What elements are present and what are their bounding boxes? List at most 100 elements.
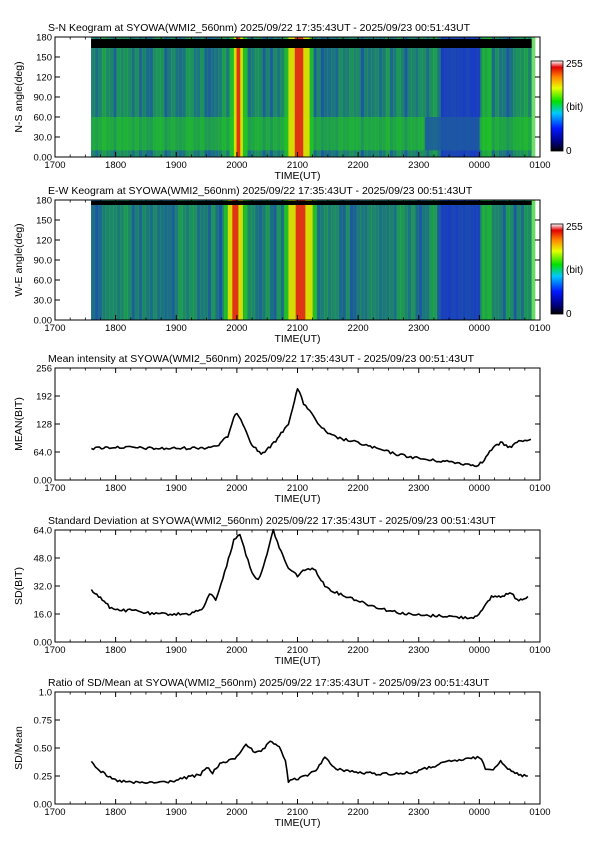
colorbar: 255 (bit) 0 [550, 222, 583, 320]
x-tick-label: 2000 [226, 807, 247, 818]
x-tick-label: 1900 [166, 807, 187, 818]
axis-frame [54, 529, 541, 643]
keogram-image [91, 37, 536, 157]
y-tick-label: 60.0 [34, 113, 53, 124]
x-axis: 1700 1800 1900 2000 2100 2200 2300 0000 0100 [44, 530, 551, 656]
axis-frame [54, 691, 541, 805]
x-tick-label: 2000 [226, 645, 247, 656]
x-axis-label: TIME(UT) [274, 333, 320, 345]
y-tick-label: 0.00 [34, 800, 53, 811]
x-tick-label: 1900 [166, 483, 187, 494]
x-tick-label: 0100 [529, 160, 550, 171]
no-data-strip [91, 201, 532, 205]
panel-title: Ratio of SD/Mean at SYOWA(WMI2_560nm) 20… [48, 677, 490, 689]
x-tick-label: 2000 [226, 323, 247, 334]
y-tick-label: 180 [36, 33, 52, 44]
y-tick-label: 192 [36, 392, 52, 403]
x-tick-label: 1700 [44, 645, 65, 656]
bright-aurora-band [223, 200, 247, 320]
y-tick-label: 256 [36, 364, 52, 375]
x-tick-label: 0100 [529, 323, 550, 334]
x-tick-label: 2100 [287, 645, 308, 656]
y-axis-label: MEAN(BIT) [13, 397, 25, 451]
y-tick-label: 30.0 [34, 296, 53, 307]
y-tick-label: 180 [36, 196, 52, 207]
x-tick-label: 2200 [348, 160, 369, 171]
panel-title: S-N Keogram at SYOWA(WMI2_560nm) 2025/09… [48, 22, 471, 34]
y-tick-label: 64.0 [34, 448, 53, 459]
x-tick-label: 0000 [469, 483, 490, 494]
no-data-strip [91, 39, 532, 48]
colorbar-min-label: 0 [566, 146, 572, 157]
x-tick-label: 2000 [226, 483, 247, 494]
y-tick-label: 90.0 [34, 256, 53, 267]
x-tick-label: 2000 [226, 160, 247, 171]
colorbar-gradient [550, 60, 564, 152]
y-tick-label: 0.25 [34, 772, 53, 783]
y-axis-label: W-E angle(deg) [13, 223, 25, 296]
y-axis-label: N-S angle(deg) [13, 61, 25, 132]
y-tick-label: 150 [36, 53, 52, 64]
y-tick-label: 1.0 [39, 688, 52, 699]
x-tick-label: 2200 [348, 807, 369, 818]
x-tick-label: 1800 [105, 807, 126, 818]
x-tick-label: 1800 [105, 160, 126, 171]
x-tick-label: 2200 [348, 645, 369, 656]
x-axis-label: TIME(UT) [274, 170, 320, 182]
y-axis-label: SD/Mean [13, 726, 25, 770]
x-tick-label: 2100 [287, 160, 308, 171]
y-tick-label: 150 [36, 216, 52, 227]
panel-title: Mean intensity at SYOWA(WMI2_560nm) 2025… [48, 353, 475, 365]
x-axis-label: TIME(UT) [274, 817, 320, 829]
y-tick-label: 0.00 [34, 316, 53, 327]
x-axis: 1700 1800 1900 2000 2100 2200 2300 0000 0100 [44, 37, 551, 171]
y-tick-label: 60.0 [34, 276, 53, 287]
panel-title: Standard Deviation at SYOWA(WMI2_560nm) … [48, 515, 496, 527]
panel-5: Ratio of SD/Mean at SYOWA(WMI2_560nm) 20… [13, 677, 551, 829]
x-tick-label: 1900 [166, 323, 187, 334]
x-tick-label: 1800 [105, 645, 126, 656]
x-tick-label: 2300 [408, 160, 429, 171]
x-tick-label: 0000 [469, 323, 490, 334]
x-tick-label: 1700 [44, 483, 65, 494]
colorbar-unit: (bit) [566, 102, 583, 113]
colorbar-unit: (bit) [566, 265, 583, 276]
x-tick-label: 0100 [529, 483, 550, 494]
y-axis: 0.00 30.0 60.0 90.0 120 150 180 [34, 196, 540, 327]
y-tick-label: 0.00 [34, 153, 53, 164]
colorbar-gradient [550, 223, 564, 315]
panel-4: Standard Deviation at SYOWA(WMI2_560nm) … [13, 515, 551, 667]
y-tick-label: 128 [36, 420, 52, 431]
y-tick-label: 32.0 [34, 582, 53, 593]
x-axis-label: TIME(UT) [274, 655, 320, 667]
colorbar: 255 (bit) 0 [550, 59, 583, 157]
colorbar-min-label: 0 [566, 309, 572, 320]
y-axis: 0.00 16.0 32.0 48.0 64.0 [34, 526, 540, 649]
x-tick-label: 1700 [44, 807, 65, 818]
x-tick-label: 0100 [529, 645, 550, 656]
bright-aurora-band [284, 37, 314, 157]
y-tick-label: 0.75 [34, 716, 53, 727]
x-tick-label: 2200 [348, 323, 369, 334]
x-tick-label: 2100 [287, 323, 308, 334]
y-tick-label: 0.00 [34, 476, 53, 487]
x-tick-label: 2100 [287, 807, 308, 818]
y-tick-label: 120 [36, 236, 52, 247]
x-tick-label: 0000 [469, 807, 490, 818]
x-tick-label: 2300 [408, 323, 429, 334]
y-axis: 0.00 30.0 60.0 90.0 120 150 180 [34, 33, 540, 164]
y-axis: 0.00 64.0 128 192 256 [34, 364, 540, 487]
y-tick-label: 0.50 [34, 744, 53, 755]
y-tick-label: 16.0 [34, 610, 53, 621]
keogram-image [91, 200, 536, 320]
colorbar-max-label: 255 [566, 222, 583, 233]
panel-title: E-W Keogram at SYOWA(WMI2_560nm) 2025/09… [48, 185, 473, 197]
y-tick-label: 30.0 [34, 133, 53, 144]
x-tick-label: 1800 [105, 483, 126, 494]
bright-aurora-band [229, 37, 247, 157]
panel-1: S-N Keogram at SYOWA(WMI2_560nm) 2025/09… [13, 22, 583, 182]
x-tick-label: 0100 [529, 807, 550, 818]
bright-aurora-band [284, 200, 317, 320]
series-line [90, 528, 529, 620]
